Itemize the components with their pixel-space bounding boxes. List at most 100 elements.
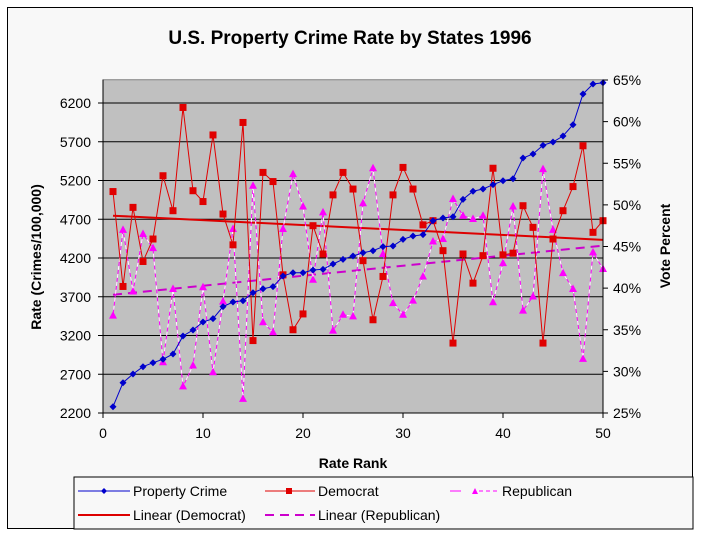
point-democrat [569,183,577,191]
point-property-crime [399,235,407,243]
point-property-crime [529,150,537,158]
legend-triangle-icon [472,488,478,494]
legend-square-icon [286,488,292,494]
point-republican [389,298,397,307]
axes [98,79,608,418]
point-republican [319,207,327,216]
point-democrat [399,163,407,171]
point-republican [399,310,407,318]
legend-item-republican: Republican [450,483,572,499]
point-democrat [459,250,467,258]
y-tick-label: 6200 [60,95,91,111]
y2-tick-label: 25% [613,405,641,421]
point-property-crime [449,213,457,221]
legend-label-republican: Republican [502,483,572,499]
point-republican [559,268,567,277]
point-democrat [219,210,227,218]
point-republican [219,296,227,305]
point-democrat [309,222,317,230]
point-property-crime [159,355,167,363]
point-democrat [389,191,397,199]
point-democrat [299,310,307,318]
point-republican [529,291,537,300]
point-property-crime [119,379,127,387]
point-republican [289,169,297,178]
point-property-crime [419,231,427,239]
point-republican [459,211,467,219]
point-property-crime [379,243,387,251]
point-democrat [199,198,207,206]
point-democrat [549,235,557,243]
chart-title: U.S. Property Crime Rate by States 1996 [168,28,531,49]
point-democrat [499,251,507,259]
point-property-crime [469,187,477,195]
plot-background [102,79,604,414]
point-democrat [359,257,367,265]
point-democrat [539,339,547,347]
legend: Property Crime Democrat Republican Linea… [73,476,694,530]
y2-tick-label: 50% [613,197,641,213]
point-democrat [229,241,237,249]
point-democrat [349,185,357,193]
y2-tick-label: 60% [613,114,641,130]
point-republican [199,282,207,291]
point-republican [189,361,197,369]
point-democrat [109,188,117,196]
point-property-crime [489,181,497,189]
point-property-crime [169,350,177,358]
point-democrat [529,223,537,231]
point-republican [299,202,307,210]
point-democrat [209,131,217,139]
point-property-crime [499,177,507,185]
point-property-crime [359,249,367,257]
point-republican [209,367,217,376]
legend-item-linear-democrat: Linear (Democrat) [78,507,246,523]
point-republican [449,194,457,203]
point-democrat [319,250,327,258]
tick-labels: 2200 2700 3200 3700 4200 4700 5200 5700 6200 25% 3… [60,72,641,441]
point-property-crime [409,232,417,240]
legend-box [73,476,694,530]
point-property-crime [349,252,357,260]
y2-tick-label: 45% [613,239,641,255]
point-property-crime [129,370,137,378]
point-democrat [369,316,377,324]
point-republican [109,311,117,319]
point-democrat [509,249,517,257]
point-republican [269,327,277,336]
point-property-crime [579,90,587,98]
y-tick-label: 5700 [60,134,91,150]
point-republican [119,225,127,233]
point-property-crime [239,297,247,305]
point-republican [589,247,597,256]
point-republican [489,297,497,306]
point-property-crime [109,403,117,411]
point-republican [409,296,417,304]
legend-item-linear-republican: Linear (Republican) [265,507,440,523]
point-republican [539,164,547,173]
plot-area [102,79,604,414]
y-tick-label: 4200 [60,250,91,266]
point-republican [549,225,557,233]
legend-item-property-crime: Property Crime [78,483,227,499]
point-democrat [289,326,297,334]
point-democrat [169,207,177,215]
x-tick-label: 40 [495,425,511,441]
legend-label-property-crime: Property Crime [133,483,227,499]
point-property-crime [429,217,437,225]
point-republican [339,310,347,318]
point-republican [509,202,517,210]
point-property-crime [559,132,567,140]
point-property-crime [389,242,397,250]
y-axis-title: Rate (Crimes/100,000) [28,184,44,330]
x-tick-label: 50 [595,425,611,441]
point-republican [149,243,157,252]
legend-label-linear-democrat: Linear (Democrat) [133,507,246,523]
point-republican [439,234,447,243]
point-democrat [379,272,387,280]
point-property-crime [519,154,527,162]
y-tick-label: 5200 [60,173,91,189]
y2-tick-label: 35% [613,322,641,338]
point-property-crime [269,283,277,291]
x-tick-label: 20 [295,425,311,441]
